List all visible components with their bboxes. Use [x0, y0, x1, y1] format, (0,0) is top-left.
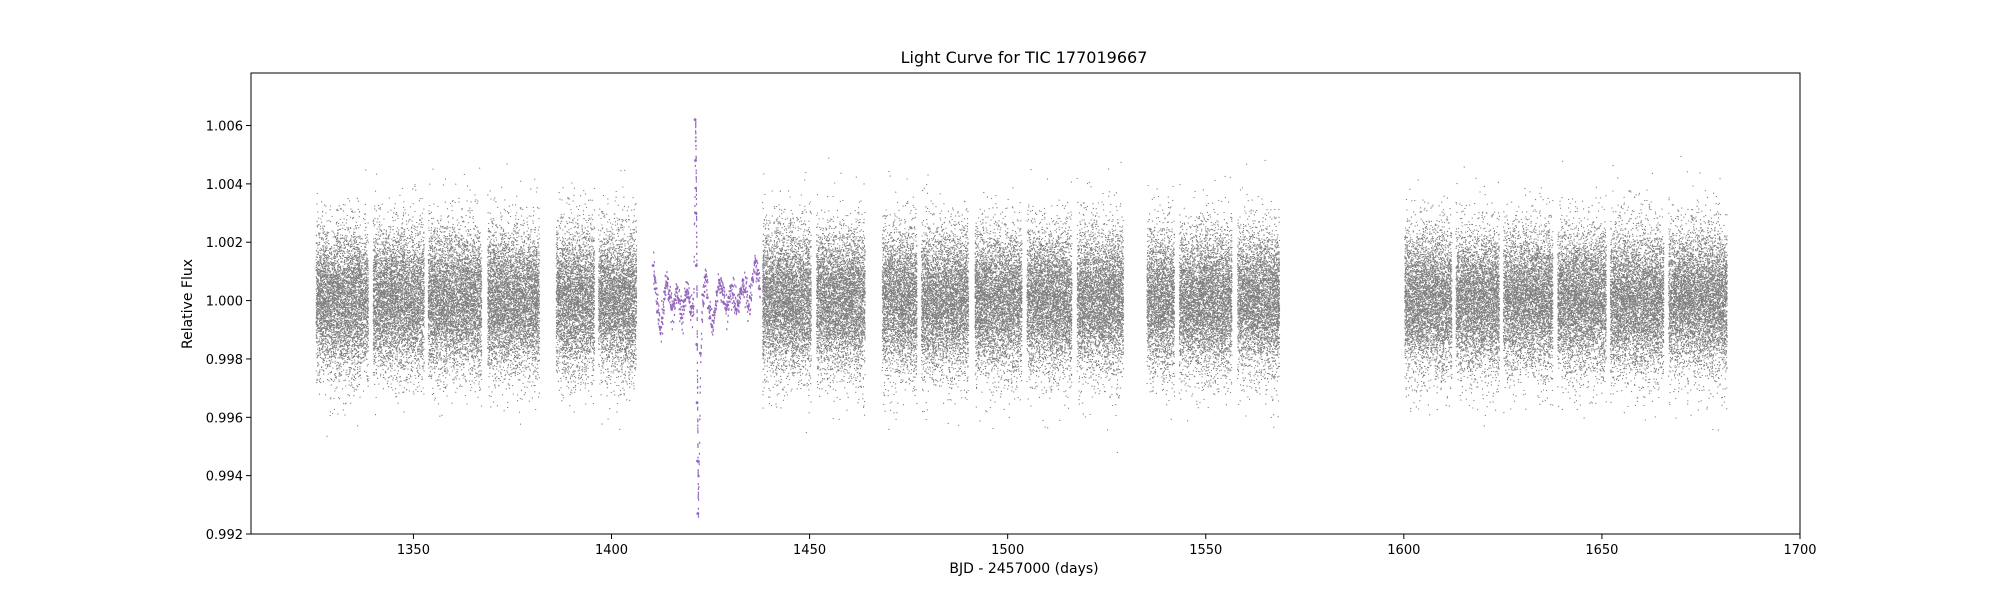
purple-point [744, 290, 747, 294]
purple-point [696, 459, 699, 463]
purple-point [736, 302, 740, 305]
purple-point [698, 351, 702, 355]
gray-segment-7 [816, 157, 866, 420]
purple-point [693, 118, 697, 122]
x-tick-label: 1400 [595, 543, 628, 558]
purple-point [665, 281, 669, 285]
purple-point [727, 296, 731, 300]
chart-title: Light Curve for TIC 177019667 [901, 48, 1148, 67]
purple-point [701, 293, 705, 297]
purple-point [739, 287, 743, 291]
purple-point [694, 211, 698, 215]
x-axis-label: BJD - 2457000 (days) [949, 561, 1098, 577]
x-tick-label: 1700 [1783, 543, 1816, 558]
purple-point [746, 305, 750, 308]
purple-point [713, 310, 716, 314]
purple-point [679, 316, 683, 320]
gray-segment-18 [1502, 187, 1554, 414]
purple-point [734, 307, 738, 311]
x-tick-label: 1500 [991, 543, 1024, 558]
gray-segment-2 [427, 167, 483, 417]
gray-segment-1 [372, 173, 425, 416]
purple-point [722, 302, 726, 305]
purple-trend-band [653, 121, 761, 518]
gray-segment-16 [1404, 179, 1453, 416]
gray-segment-3 [487, 163, 541, 425]
purple-point [695, 401, 699, 405]
y-tick-label: 0.994 [206, 470, 243, 485]
gray-segment-11 [1026, 169, 1073, 429]
purple-point [695, 342, 699, 346]
gray-segment-20 [1609, 165, 1665, 421]
gray-segment-0 [315, 169, 369, 437]
purple-point [682, 305, 686, 308]
purple-point [663, 290, 666, 294]
purple-point [708, 316, 712, 320]
purple-point [751, 278, 754, 282]
x-tick-label: 1650 [1585, 543, 1618, 558]
purple-point [724, 307, 728, 311]
purple-point [653, 287, 657, 291]
gray-segment-14 [1178, 175, 1233, 422]
purple-point [658, 325, 662, 329]
gray-segment-17 [1455, 166, 1500, 427]
gray-segment-15 [1237, 159, 1281, 428]
purple-point [677, 299, 681, 302]
purple-point [689, 310, 693, 314]
purple-point [660, 316, 664, 320]
purple-point [703, 275, 707, 279]
purple-point [694, 159, 697, 162]
purple-point [684, 290, 688, 294]
purple-point [748, 296, 752, 300]
x-tick-label: 1450 [793, 543, 826, 558]
x-tick-label: 1350 [397, 543, 430, 558]
gray-segment-19 [1557, 160, 1607, 419]
purple-point [741, 278, 745, 282]
gray-segment-13 [1146, 184, 1176, 420]
gray-segment-9 [920, 174, 970, 426]
purple-point [651, 264, 655, 267]
y-tick-label: 1.000 [206, 295, 243, 310]
purple-point [691, 305, 695, 308]
gray-segment-4 [555, 182, 596, 413]
purple-point [715, 290, 719, 294]
purple-point [686, 296, 690, 300]
purple-point [675, 287, 678, 291]
plot-frame [250, 72, 1801, 535]
y-tick-label: 0.992 [206, 528, 243, 543]
x-tick-label: 1550 [1189, 543, 1222, 558]
gray-segment-8 [881, 171, 918, 430]
purple-point [758, 287, 762, 291]
y-axis-label: Relative Flux [180, 259, 196, 349]
purple-point [696, 512, 700, 515]
purple-point [705, 296, 709, 300]
purple-point [656, 310, 659, 314]
gray-segment-21 [1668, 155, 1728, 431]
y-tick-label: 1.004 [206, 178, 243, 193]
plot-area [315, 118, 1728, 518]
gray-segment-12 [1076, 161, 1125, 454]
purple-point [717, 278, 721, 282]
purple-point [729, 284, 733, 288]
purple-point [694, 264, 698, 267]
purple-point [670, 307, 674, 311]
y-axis: 0.992 0.994 0.996 0.998 1.000 1.002 1.004 1.006 [206, 120, 251, 543]
y-tick-label: 0.996 [206, 411, 243, 426]
x-tick-label: 1600 [1387, 543, 1420, 558]
purple-point [732, 293, 735, 297]
x-axis: 1350 1400 1450 1500 1550 1600 1650 1700 [397, 534, 1817, 558]
purple-point [720, 287, 724, 291]
gray-segment-10 [974, 187, 1023, 430]
gray-segment-6 [762, 171, 812, 434]
y-tick-label: 0.998 [206, 353, 243, 368]
y-tick-label: 1.002 [206, 236, 243, 251]
purple-point [710, 325, 714, 329]
purple-point [672, 302, 676, 305]
y-tick-label: 1.006 [206, 120, 243, 135]
purple-point [667, 296, 671, 300]
purple-point [755, 272, 759, 276]
purple-point [753, 261, 757, 265]
gray-segment-5 [598, 169, 638, 430]
